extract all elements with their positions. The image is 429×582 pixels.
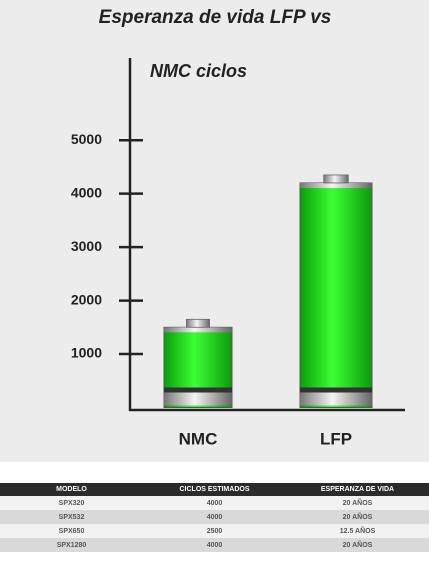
y-tick-label: 5000 [71,131,102,147]
table-cell: 4000 [143,538,286,552]
table-cell: 4000 [143,510,286,524]
x-tick-label: LFP [320,429,352,448]
table-cell: 20 AÑOS [286,538,429,552]
table-cell: 20 AÑOS [286,510,429,524]
battery-band [300,387,372,393]
table-cell: 20 AÑOS [286,496,429,510]
y-tick-label: 4000 [71,184,102,200]
table-cell: 4000 [143,496,286,510]
y-tick-label: 1000 [71,345,102,361]
y-tick-label: 2000 [71,291,102,307]
table-header: MODELO CICLOS ESTIMADOS ESPERANZA DE VID… [0,483,429,496]
table-cell: SPX1280 [0,538,143,552]
header-cell: ESPERANZA DE VIDA [286,483,429,496]
table: MODELO CICLOS ESTIMADOS ESPERANZA DE VID… [0,483,429,552]
chart-title: Esperanza de vida LFP vs [99,7,332,28]
battery-cap [323,174,349,184]
table-cell: SPX650 [0,524,143,538]
table-cell: 12.5 AÑOS [286,524,429,538]
table-cell: 2500 [143,524,286,538]
table-cell: SPX320 [0,496,143,510]
battery-cap [186,318,210,328]
chart: Esperanza de vida LFP vs NMC ciclos 1000… [0,0,429,462]
battery-band [300,182,372,188]
battery-band [164,387,232,393]
x-tick-label: NMC [179,429,218,448]
y-tick-label: 3000 [71,238,102,254]
chart-subtitle: NMC ciclos [150,61,247,81]
battery-band [164,327,232,333]
battery-band [300,392,372,406]
battery-band [164,392,232,406]
table-row: SPX650 2500 12.5 AÑOS [0,524,429,538]
header-cell: MODELO [0,483,143,496]
table-cell: SPX532 [0,510,143,524]
table-row: SPX320 4000 20 AÑOS [0,496,429,510]
table-row: SPX1280 4000 20 AÑOS [0,538,429,552]
header-cell: CICLOS ESTIMADOS [143,483,286,496]
table-row: SPX532 4000 20 AÑOS [0,510,429,524]
bar [299,182,373,408]
